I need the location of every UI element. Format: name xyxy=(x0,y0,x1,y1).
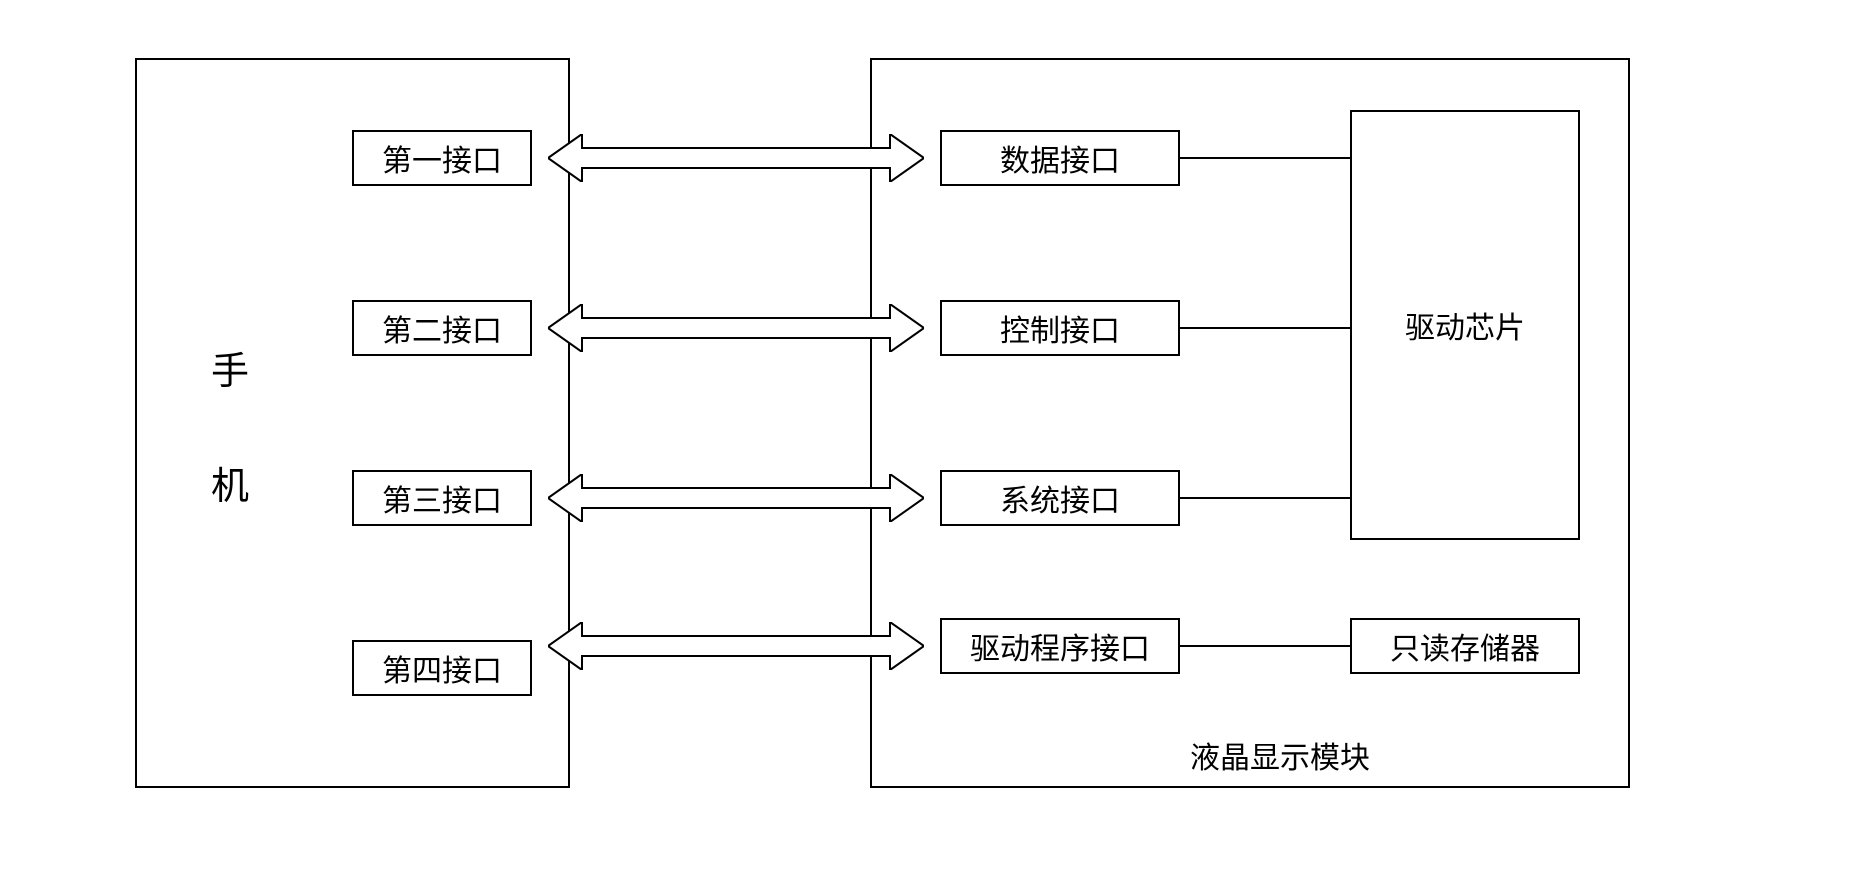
lcd-title: 液晶显示模块 xyxy=(1150,735,1410,775)
lcd-driver: 驱动程序接口 xyxy=(940,618,1180,674)
lcd-data: 数据接口 xyxy=(940,130,1180,186)
phone-if4: 第四接口 xyxy=(352,640,532,696)
driver-chip: 驱动芯片 xyxy=(1350,110,1580,540)
connector-ctrl-driver_chip xyxy=(1180,326,1350,330)
lcd-ctrl: 控制接口 xyxy=(940,300,1180,356)
phone-label-char1: 手 xyxy=(211,340,249,395)
arrow-if1-data xyxy=(548,134,924,182)
arrow-if3-sys xyxy=(548,474,924,522)
lcd-sys: 系统接口 xyxy=(940,470,1180,526)
connector-sys-driver_chip xyxy=(1180,496,1350,500)
phone-if2: 第二接口 xyxy=(352,300,532,356)
arrow-if4-driver xyxy=(548,622,924,670)
phone-label-char2: 机 xyxy=(211,455,249,510)
connector-data-driver_chip xyxy=(1180,156,1350,160)
rom: 只读存储器 xyxy=(1350,618,1580,674)
phone-if3: 第三接口 xyxy=(352,470,532,526)
arrow-if2-ctrl xyxy=(548,304,924,352)
phone-if1: 第一接口 xyxy=(352,130,532,186)
phone-label: 手机 xyxy=(200,300,260,550)
connector-driver-rom xyxy=(1180,644,1350,648)
